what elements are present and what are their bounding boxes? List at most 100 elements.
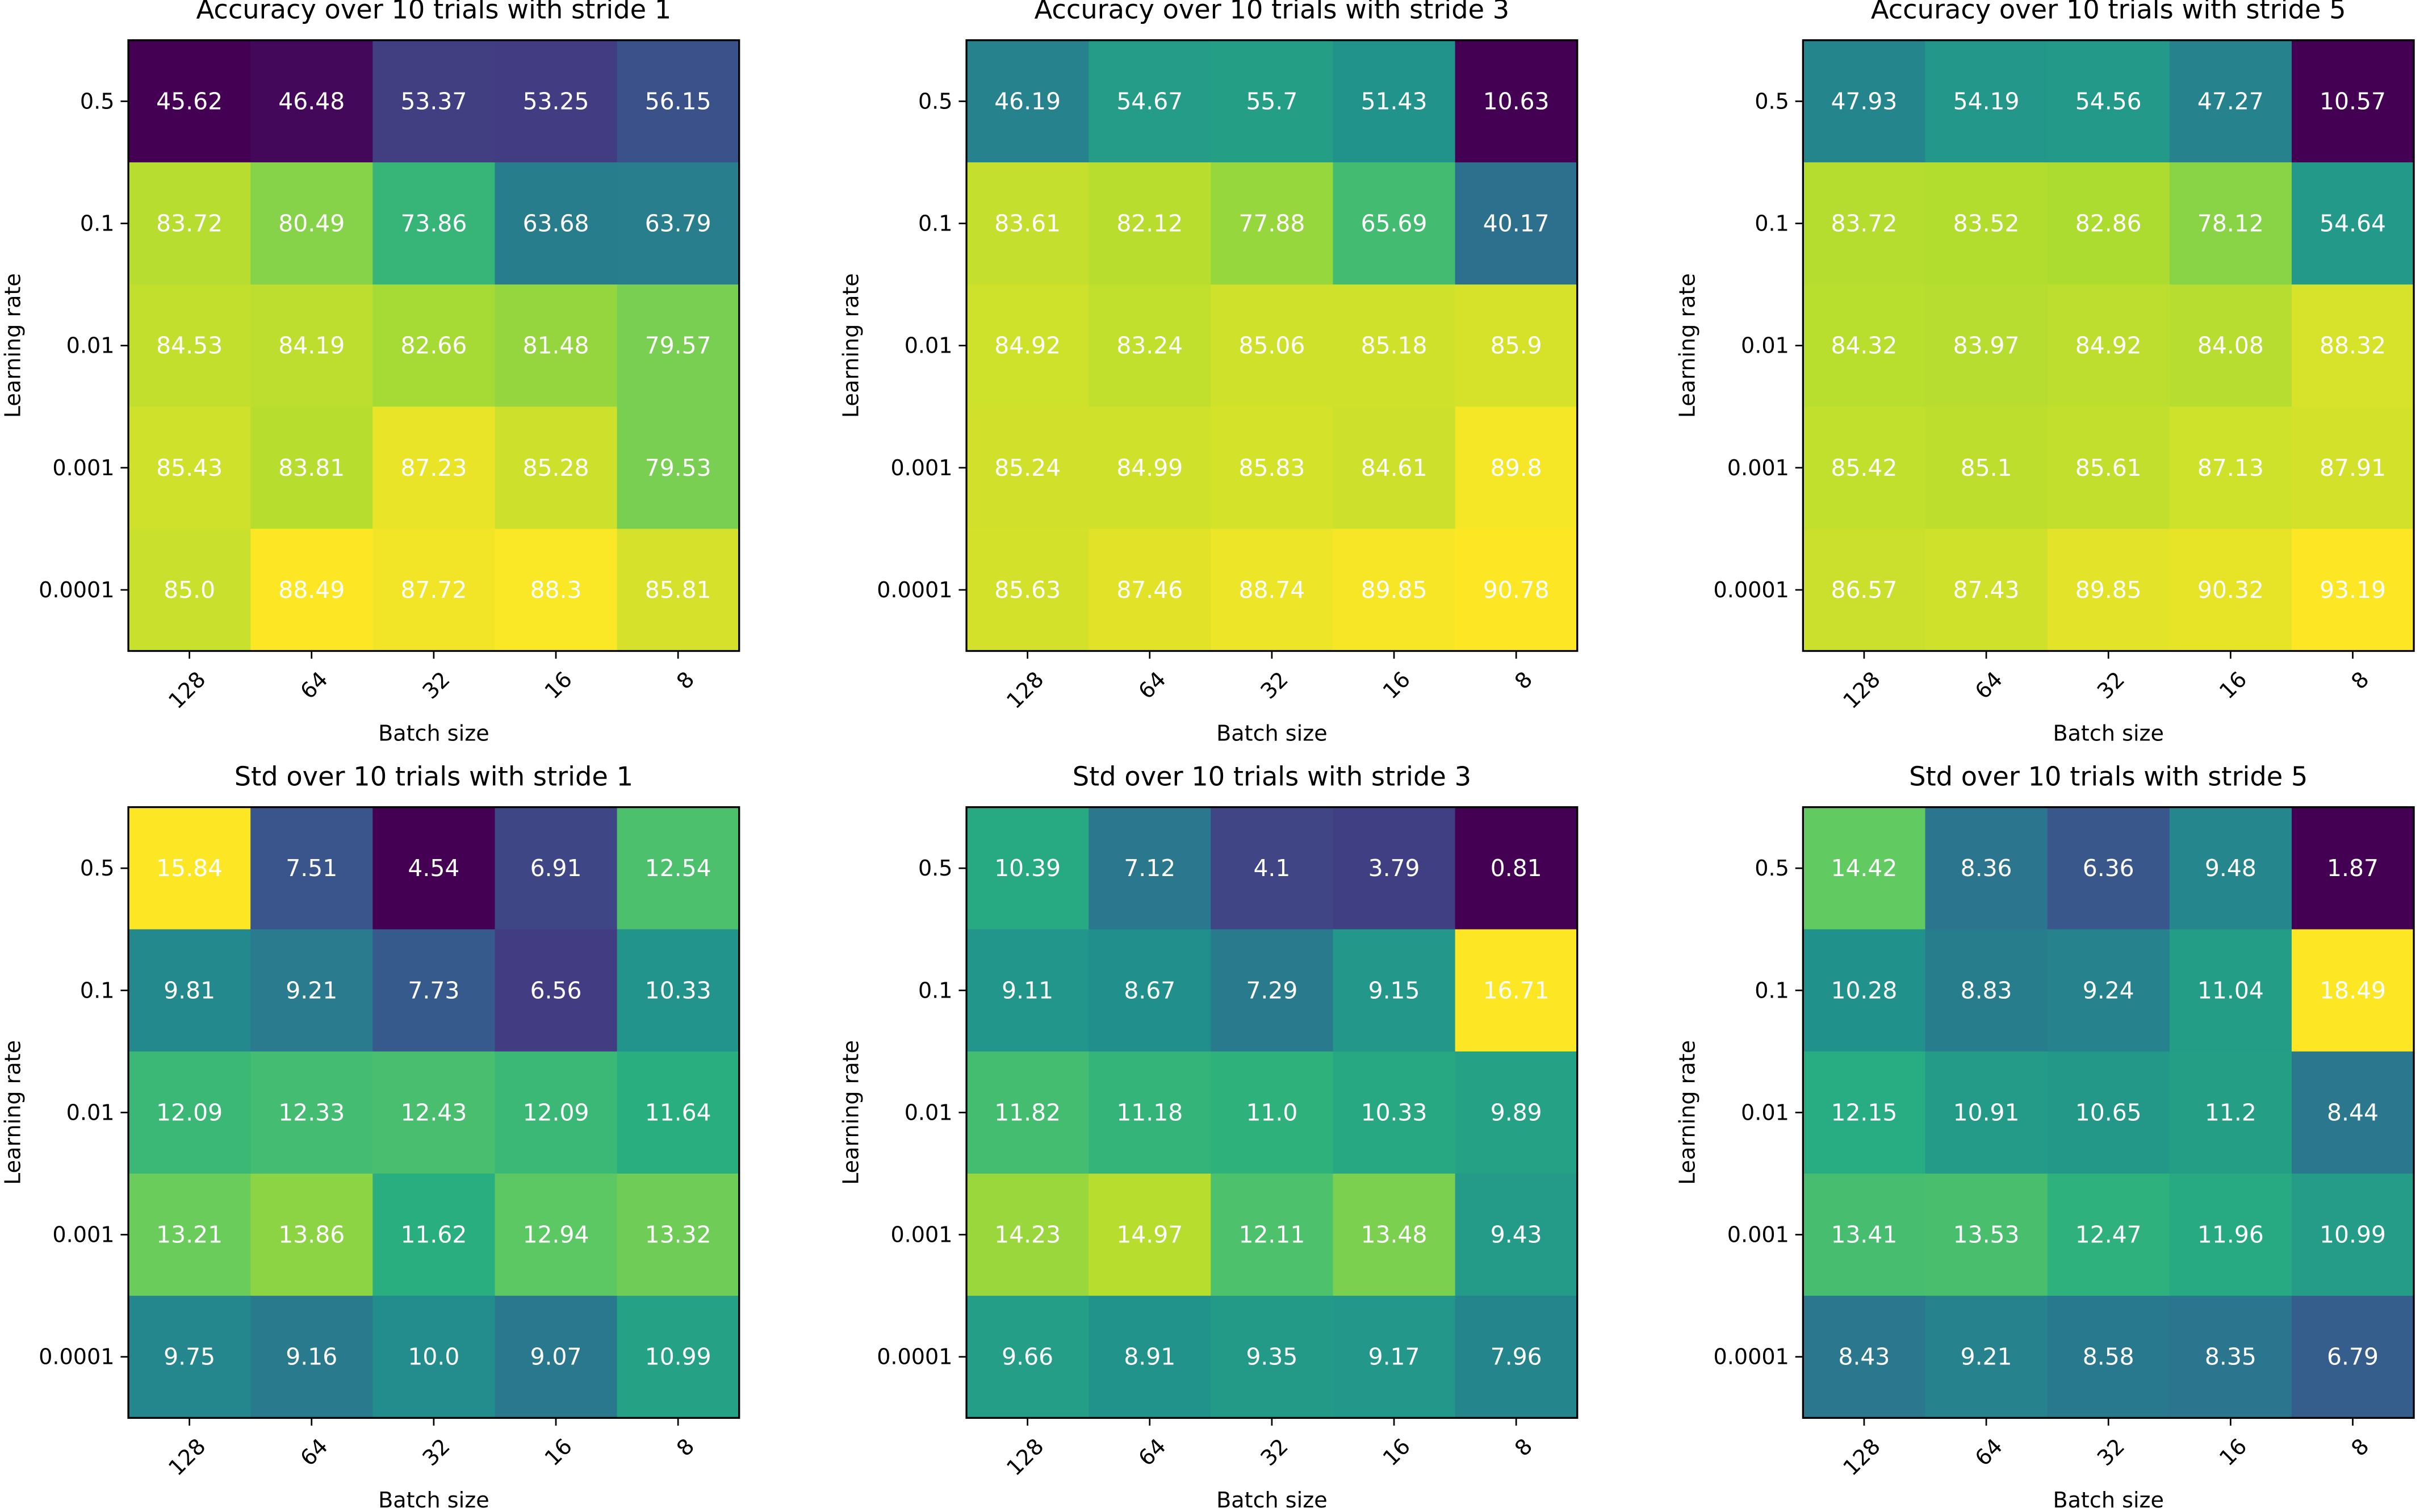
chart-1-value-label: 84.19 [278, 332, 345, 359]
chart-2-value-label: 55.7 [1246, 87, 1297, 115]
chart-3-cell-r1-c1 [1925, 162, 2048, 285]
chart-1-cell-r2-c2 [372, 284, 496, 407]
chart-1-cell-r3-c4 [617, 407, 740, 529]
chart-6-cell-r1-c0 [1803, 929, 1926, 1052]
chart-3-cell-r0-c0 [1803, 40, 1926, 163]
chart-6-value-label: 8.35 [2205, 1343, 2256, 1371]
chart-5-cell-r1-c2 [1211, 929, 1334, 1052]
chart-5-y-axis-label: Learning rate [838, 1040, 863, 1185]
chart-3-value-label: 54.64 [2320, 210, 2386, 237]
chart-2-value-label: 83.61 [994, 210, 1061, 237]
chart-2-cell-r2-c3 [1333, 284, 1456, 407]
chart-2-cell-r1-c1 [1089, 162, 1211, 285]
chart-5-cell-r2-c0 [966, 1051, 1089, 1174]
chart-3-cell-r2-c0 [1803, 284, 1926, 407]
chart-4-cell-r0-c2 [372, 807, 496, 930]
chart-1-value-label: 83.81 [278, 454, 345, 481]
chart-1-cell-r0-c3 [495, 40, 618, 163]
chart-4-x-tick-label: 128 [164, 1434, 211, 1481]
chart-2-y-tick-label: 0.1 [918, 211, 953, 236]
chart-2-value-label: 65.69 [1361, 210, 1427, 237]
chart-3-value-label: 84.08 [2197, 332, 2264, 359]
chart-4-y-tick-label: 0.0001 [39, 1345, 114, 1369]
chart-3-y-tick-label: 0.1 [1755, 211, 1789, 236]
chart-5-y-tick-label: 0.001 [890, 1222, 952, 1247]
chart-3-value-label: 87.13 [2197, 454, 2264, 481]
chart-4-value-label: 12.09 [523, 1099, 589, 1126]
chart-1-cell-r4-c2 [372, 529, 496, 652]
chart-4-x-tick-label: 64 [295, 1434, 332, 1471]
chart-6-value-label: 13.53 [1953, 1221, 2020, 1249]
chart-4-cell-r1-c0 [128, 929, 251, 1052]
chart-6-cell-r0-c3 [2169, 807, 2292, 930]
chart-2-cell-r3-c0 [966, 407, 1089, 529]
chart-6-title: Std over 10 trials with stride 5 [1909, 761, 2308, 791]
chart-5-value-label: 16.71 [1483, 977, 1550, 1004]
chart-2-value-label: 84.61 [1361, 454, 1427, 481]
chart-6-value-label: 12.47 [2075, 1221, 2142, 1249]
chart-3-y-tick-label: 0.001 [1727, 455, 1789, 480]
chart-1-x-tick-label: 128 [164, 667, 211, 714]
chart-1-value-label: 85.0 [164, 576, 215, 604]
chart-1-value-label: 63.68 [523, 210, 589, 237]
chart-2-cell-r3-c3 [1333, 407, 1456, 529]
chart-2-value-label: 83.24 [1116, 332, 1183, 359]
chart-1-value-label: 82.66 [400, 332, 467, 359]
chart-3-x-axis-label: Batch size [2053, 721, 2164, 745]
chart-2-value-label: 46.19 [994, 87, 1061, 115]
chart-1-value-label: 56.15 [645, 87, 711, 115]
chart-1-cell-r2-c3 [495, 284, 618, 407]
chart-6-cell-r0-c4 [2291, 807, 2414, 930]
chart-5: 10.39 7.12 4.1 3.79 0.81 9.11 8.67 7.29 9.15 16.7… [838, 761, 1579, 1512]
chart-6-value-label: 11.96 [2197, 1221, 2264, 1249]
chart-2-value-label: 85.24 [994, 454, 1061, 481]
chart-4-value-label: 12.94 [523, 1221, 589, 1249]
chart-2-cell-r4-c1 [1089, 529, 1211, 652]
chart-3-value-label: 85.61 [2075, 454, 2142, 481]
chart-1-value-label: 79.57 [645, 332, 711, 359]
chart-3-value-label: 88.32 [2320, 332, 2386, 359]
chart-6-value-label: 10.99 [2320, 1221, 2386, 1249]
chart-4-value-label: 10.33 [645, 977, 711, 1004]
chart-6-x-tick-label: 32 [2092, 1434, 2129, 1471]
chart-3-value-label: 54.56 [2075, 87, 2142, 115]
chart-5-cell-r3-c1 [1089, 1173, 1211, 1296]
chart-4-value-label: 13.21 [156, 1221, 223, 1249]
chart-4-value-label: 12.09 [156, 1099, 223, 1126]
chart-5-cell-r2-c3 [1333, 1051, 1456, 1174]
chart-2-cell-r1-c4 [1455, 162, 1578, 285]
chart-5-value-label: 11.0 [1246, 1099, 1297, 1126]
chart-5-value-label: 14.97 [1116, 1221, 1183, 1249]
chart-1: 45.62 46.48 53.37 53.25 56.15 83.72 80.49 73.86… [0, 0, 740, 745]
chart-3-value-label: 86.57 [1831, 576, 1897, 604]
chart-5-value-label: 9.17 [1368, 1343, 1420, 1371]
chart-6-cell-r2-c2 [2047, 1051, 2170, 1174]
chart-6-cell-r3-c3 [2169, 1173, 2292, 1296]
chart-1-value-label: 53.37 [400, 87, 467, 115]
chart-6-value-label: 11.2 [2205, 1099, 2256, 1126]
chart-2-value-label: 87.46 [1116, 576, 1183, 604]
chart-5-value-label: 13.48 [1361, 1221, 1427, 1249]
chart-2-value-label: 85.9 [1491, 332, 1542, 359]
chart-1-x-tick-label: 32 [418, 667, 455, 703]
chart-2-y-tick-label: 0.0001 [877, 577, 952, 602]
chart-1-x-tick-label: 16 [540, 667, 577, 703]
chart-2-cell-r2-c2 [1211, 284, 1334, 407]
chart-3-value-label: 83.97 [1953, 332, 2020, 359]
chart-4-y-axis-label: Learning rate [0, 1040, 25, 1185]
chart-1-value-label: 53.25 [523, 87, 589, 115]
chart-2-cell-r2-c1 [1089, 284, 1211, 407]
chart-2-cell-r1-c3 [1333, 162, 1456, 285]
chart-5-value-label: 7.29 [1246, 977, 1297, 1004]
chart-3-cell-r1-c4 [2291, 162, 2414, 285]
chart-6-cell-r4-c4 [2291, 1296, 2414, 1418]
chart-6-value-label: 12.15 [1831, 1099, 1897, 1126]
chart-6-value-label: 11.04 [2197, 977, 2264, 1004]
chart-4-value-label: 12.33 [278, 1099, 345, 1126]
chart-6-y-tick-label: 0.0001 [1713, 1345, 1789, 1369]
chart-6-cell-r4-c0 [1803, 1296, 1926, 1418]
chart-5-cell-r2-c4 [1455, 1051, 1578, 1174]
chart-1-y-tick-label: 0.001 [52, 455, 114, 480]
chart-5-cell-r0-c4 [1455, 807, 1578, 930]
chart-2-cell-r4-c0 [966, 529, 1089, 652]
